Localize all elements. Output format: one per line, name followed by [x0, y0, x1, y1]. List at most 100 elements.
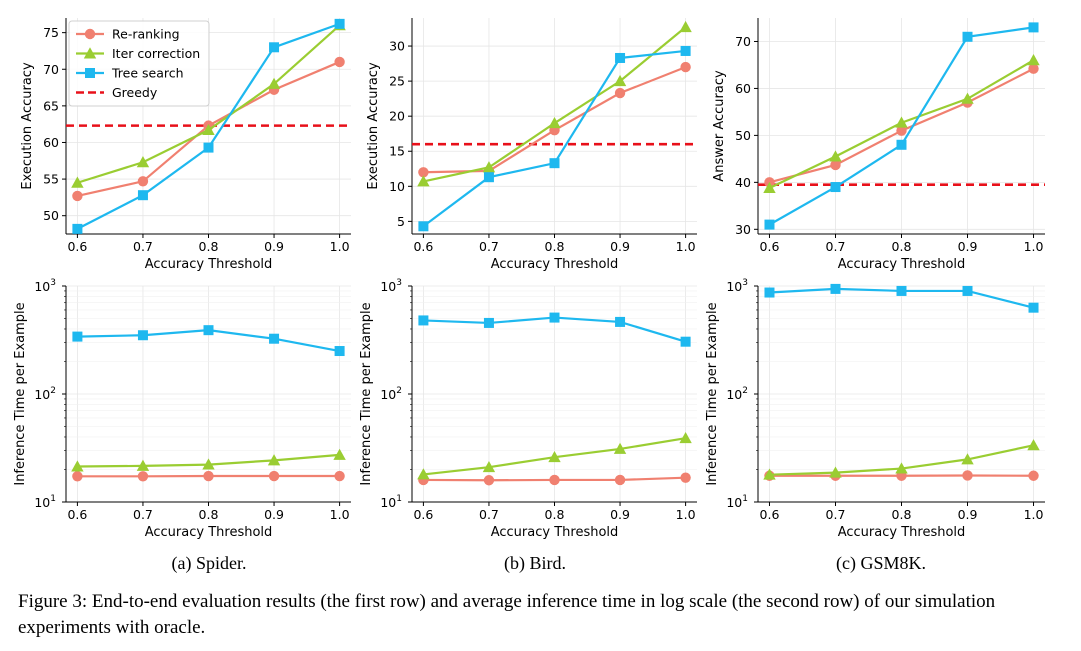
x-tick-label: 0.6 [760, 239, 780, 254]
data-point [72, 190, 83, 202]
x-tick-label: 0.8 [892, 239, 912, 254]
y-tick-label: 10 [389, 179, 405, 194]
data-point [269, 333, 280, 344]
y-tick-exponent: 1 [50, 494, 56, 504]
x-tick-label: 0.6 [413, 507, 433, 522]
y-tick-label: 55 [43, 172, 59, 187]
data-point [269, 42, 280, 53]
data-point [679, 20, 692, 33]
data-point [136, 156, 150, 168]
data-point [483, 317, 494, 328]
data-point [615, 52, 626, 63]
y-tick-label: 5 [397, 214, 405, 229]
data-point [268, 470, 280, 482]
data-point [680, 336, 691, 347]
data-point [962, 285, 973, 296]
data-point [680, 472, 691, 483]
data-point [961, 92, 974, 104]
y-tick-label: 70 [43, 62, 59, 77]
legend: Re-ranking Iter correction Tree search Gree… [68, 20, 210, 107]
legend-label: Re-ranking [112, 27, 180, 42]
x-tick-label: 0.8 [545, 239, 565, 254]
x-tick-label: 0.7 [133, 239, 153, 254]
x-tick-label: 0.9 [610, 239, 630, 254]
data-point [614, 87, 626, 99]
y-axis-label: Inference Time per Example [705, 302, 720, 485]
y-axis-label: Inference Time per Example [13, 302, 28, 485]
series-iter-correction [417, 431, 692, 480]
data-point [829, 466, 842, 478]
x-tick-label: 0.7 [479, 507, 499, 522]
data-point [896, 125, 907, 136]
y-tick-label: 75 [43, 25, 59, 40]
y-tick-label: 50 [735, 128, 751, 143]
data-point [764, 219, 775, 230]
data-point [72, 471, 83, 482]
series-tree-search [764, 22, 1039, 230]
data-point [483, 475, 495, 486]
y-tick-label: 70 [735, 34, 751, 49]
data-point [763, 468, 776, 480]
data-point [137, 330, 148, 341]
y-tick-label: 103 [380, 278, 402, 294]
y-tick-label: 50 [43, 208, 59, 223]
chart-spider-time: 0.6 0.7 0.8 0.9 1.0 101 102 103 Accuracy Thresho… [13, 278, 351, 540]
x-tick-label: 0.6 [67, 507, 87, 522]
series-re-ranking [764, 63, 1039, 188]
series-tree-search [418, 45, 691, 232]
data-point [72, 223, 83, 234]
legend-marker [83, 47, 97, 59]
data-point [679, 431, 692, 444]
figure-caption: Figure 3: End-to-end evaluation results … [18, 591, 996, 638]
data-point [613, 74, 627, 87]
y-axis-label: Execution Accuracy [366, 62, 381, 190]
y-tick-label: 30 [735, 222, 751, 237]
data-point [680, 61, 691, 73]
y-axis-label: Inference Time per Example [359, 302, 374, 485]
x-axis-label: Accuracy Threshold [838, 525, 966, 540]
data-point [764, 287, 775, 298]
data-point [334, 470, 345, 482]
data-point [962, 31, 973, 42]
y-tick-label: 60 [735, 81, 751, 96]
series-tree-search [72, 325, 345, 357]
data-point [895, 116, 908, 128]
series-iter-correction [71, 448, 346, 472]
data-point [72, 331, 83, 342]
data-point [418, 315, 429, 326]
x-tick-label: 0.8 [892, 507, 912, 522]
y-tick-label: 15 [389, 144, 405, 159]
x-axis-label: Accuracy Threshold [145, 525, 273, 540]
data-point [1028, 22, 1039, 33]
data-point [829, 150, 842, 162]
x-tick-label: 1.0 [330, 507, 350, 522]
data-point [763, 181, 776, 193]
x-tick-label: 0.9 [264, 239, 284, 254]
chart-bird-accuracy: 0.6 0.7 0.8 0.9 1.0 5 10 15 20 25 30 Accuracy Thres… [366, 18, 697, 272]
y-tick-exponent: 1 [396, 494, 402, 504]
y-tick-label: 20 [389, 109, 405, 124]
data-point [613, 442, 627, 454]
data-point [1028, 63, 1039, 74]
y-tick-label: 101 [380, 494, 402, 510]
data-point [334, 18, 345, 29]
x-axis-label: Accuracy Threshold [491, 525, 619, 540]
y-tick-exponent: 1 [742, 494, 748, 504]
legend-marker [84, 28, 96, 40]
data-point [482, 161, 496, 173]
x-tick-label: 0.9 [958, 507, 978, 522]
x-tick-label: 0.7 [479, 239, 499, 254]
data-point [1028, 470, 1039, 481]
x-axis-label: Accuracy Threshold [491, 257, 619, 272]
data-point [548, 450, 561, 463]
y-tick-label: 102 [380, 386, 402, 402]
x-tick-label: 0.8 [199, 507, 219, 522]
data-point [267, 77, 281, 89]
y-axis-label: Execution Accuracy [20, 62, 35, 190]
subcaption-spider: (a) Spider. [171, 553, 247, 573]
data-point [137, 176, 149, 187]
data-point [1028, 302, 1039, 313]
x-tick-label: 0.6 [67, 239, 87, 254]
y-tick-label: 65 [43, 98, 59, 113]
